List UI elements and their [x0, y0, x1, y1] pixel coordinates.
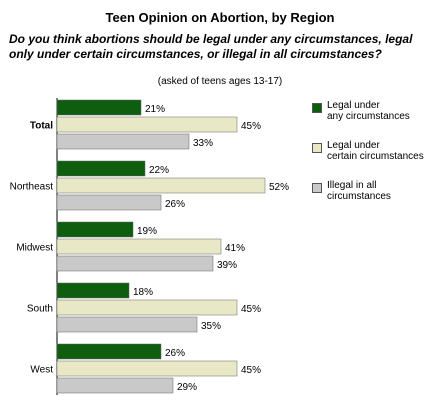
- bar-south-series-2: [56, 316, 198, 333]
- legend: Legal under any circumstances Legal unde…: [312, 100, 437, 220]
- data-label-south-series-1: 45%: [241, 304, 261, 315]
- bar-west-series-2: [56, 377, 174, 394]
- bar-northeast-series-1: [56, 177, 266, 194]
- data-label-midwest-series-0: 19%: [137, 226, 157, 237]
- bar-total-series-0: [56, 99, 142, 116]
- data-label-south-series-0: 18%: [133, 287, 153, 298]
- data-label-total-series-0: 21%: [145, 104, 165, 115]
- bar-northeast-series-0: [56, 160, 146, 177]
- legend-swatch-legal-certain: [312, 143, 322, 153]
- data-label-total-series-2: 33%: [193, 138, 213, 149]
- bar-midwest-series-0: [56, 221, 134, 238]
- legend-label-illegal: Illegal in all circumstances: [327, 180, 391, 202]
- category-label-total: Total: [30, 121, 53, 132]
- data-label-west-series-0: 26%: [165, 348, 185, 359]
- legend-label-legal-any: Legal under any circumstances: [327, 100, 410, 122]
- data-label-total-series-1: 45%: [241, 121, 261, 132]
- bar-west-series-0: [56, 343, 162, 360]
- data-label-south-series-2: 35%: [201, 321, 221, 332]
- legend-swatch-illegal: [312, 183, 322, 193]
- data-label-northeast-series-2: 26%: [165, 199, 185, 210]
- legend-swatch-legal-any: [312, 103, 322, 113]
- category-label-west: West: [30, 365, 53, 376]
- bar-midwest-series-1: [56, 238, 222, 255]
- bar-northeast-series-2: [56, 194, 162, 211]
- bar-west-series-1: [56, 360, 238, 377]
- data-label-west-series-2: 29%: [177, 382, 197, 393]
- data-label-northeast-series-1: 52%: [269, 182, 289, 193]
- data-label-midwest-series-1: 41%: [225, 243, 245, 254]
- data-label-northeast-series-0: 22%: [149, 165, 169, 176]
- category-label-south: South: [27, 304, 53, 315]
- chart-note: (asked of teens ages 13-17): [157, 76, 283, 87]
- legend-label-legal-certain: Legal under certain circumstances: [327, 140, 424, 162]
- chart-title: Teen Opinion on Abortion, by Region: [105, 10, 335, 25]
- legend-item-illegal: Illegal in all circumstances: [312, 180, 437, 220]
- data-label-west-series-1: 45%: [241, 365, 261, 376]
- bar-total-series-2: [56, 133, 190, 150]
- legend-item-legal-certain: Legal under certain circumstances: [312, 140, 437, 180]
- legend-item-legal-any: Legal under any circumstances: [312, 100, 437, 140]
- bar-total-series-1: [56, 116, 238, 133]
- bar-south-series-1: [56, 299, 238, 316]
- category-label-midwest: Midwest: [16, 243, 53, 254]
- data-label-midwest-series-2: 39%: [217, 260, 237, 271]
- category-label-northeast: Northeast: [10, 182, 54, 193]
- chart-question: Do you think abortions should be legal u…: [9, 32, 413, 61]
- bar-midwest-series-2: [56, 255, 214, 272]
- bar-south-series-0: [56, 282, 130, 299]
